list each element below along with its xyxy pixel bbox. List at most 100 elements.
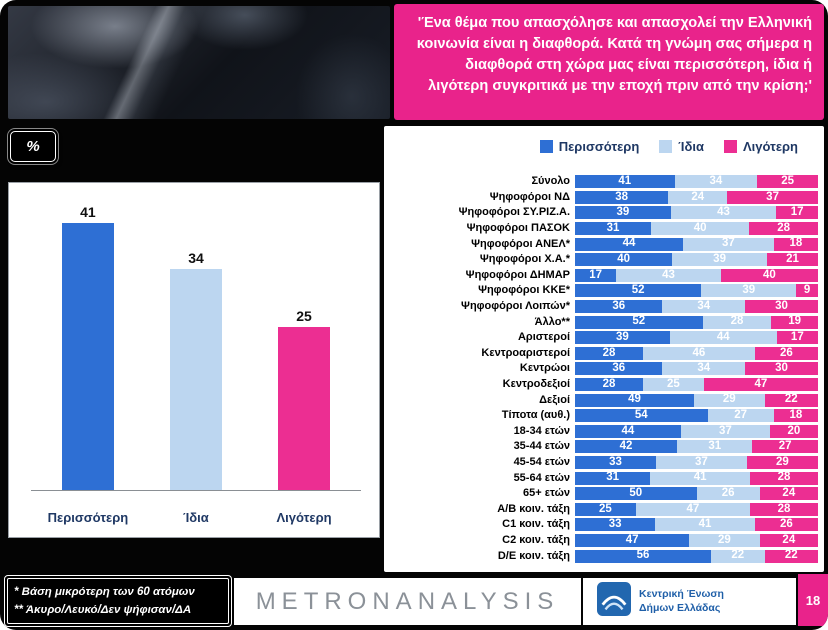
- bar-segment: 22: [711, 549, 765, 563]
- bar-segment: 37: [683, 237, 774, 251]
- stacked-chart-panel: Περισσότερη Ίδια Λιγότερη Σύνολο 41 34 25 Ψηφο…: [384, 126, 824, 572]
- bar-segment: 24: [668, 190, 728, 204]
- stacked-row-label: 55-64 ετών: [513, 471, 570, 484]
- stacked-row-label: Τίποτα (αυθ.): [501, 409, 570, 422]
- bar-segment: 33: [575, 455, 656, 469]
- stacked-row-label: Ψηφοφόροι Χ.Α.*: [479, 253, 570, 266]
- bar-segment: 29: [746, 455, 818, 469]
- stacked-row: Τίποτα (αυθ.) 54 27 18: [390, 408, 818, 424]
- stacked-row-bars: 39 44 17: [575, 330, 818, 346]
- bar-segment: 30: [745, 300, 818, 314]
- column-category-label: Περισσότερη: [47, 510, 129, 525]
- bar-segment: 21: [766, 253, 818, 267]
- stacked-row: 35-44 ετών 42 31 27: [390, 439, 818, 455]
- question-box: 'Ένα θέμα που απασχόλησε και απασχολεί τ…: [394, 4, 824, 120]
- bar-segment: 19: [771, 315, 818, 329]
- bar-segment: 47: [575, 533, 690, 547]
- stacked-row: Ψηφοφόροι ΣΥ.ΡΙΖ.Α. 39 43 17: [390, 205, 818, 221]
- bar-segment: 31: [575, 471, 651, 485]
- stacked-row: 55-64 ετών 31 41 28: [390, 470, 818, 486]
- stacked-row-bars: 41 34 25: [575, 174, 818, 190]
- more-swatch: [539, 140, 553, 153]
- stacked-row-bars: 40 39 21: [575, 252, 818, 268]
- same-swatch: [659, 140, 673, 153]
- column-bar: [169, 268, 222, 490]
- legend-item: Ίδια: [659, 139, 704, 154]
- bar-segment: 33: [575, 518, 656, 532]
- stacked-row-bars: 52 28 19: [575, 314, 818, 330]
- stacked-row-label: 65+ ετών: [523, 487, 570, 500]
- stacked-row-label: Αριστεροί: [517, 331, 570, 344]
- legend-label: Λιγότερη: [742, 139, 798, 154]
- bar-segment: 39: [701, 284, 797, 298]
- stacked-row: Ψηφοφόροι Λοιπών* 36 34 30: [390, 299, 818, 315]
- stacked-row-bars: 50 26 24: [575, 486, 818, 502]
- legend-item: Λιγότερη: [723, 139, 798, 154]
- stacked-row: Ψηφοφόροι Χ.Α.* 40 39 21: [390, 252, 818, 268]
- bar-segment: 40: [720, 268, 818, 282]
- column-value-label: 41: [80, 204, 96, 221]
- bar-segment: 31: [677, 440, 753, 454]
- stacked-row-label: Κεντροαριστεροί: [481, 346, 570, 359]
- bar-segment: 28: [575, 378, 644, 392]
- stacked-row-bars: 31 41 28: [575, 470, 818, 486]
- stacked-row-label: 18-34 ετών: [513, 424, 570, 437]
- stacked-row-bars: 44 37 20: [575, 424, 818, 440]
- stacked-row: 18-34 ετών 44 37 20: [390, 424, 818, 440]
- stacked-row-label: Α/Β κοιν. τάξη: [497, 502, 570, 515]
- stacked-row-bars: 25 47 28: [575, 501, 818, 517]
- column-category-label: Λιγότερη: [276, 510, 332, 525]
- stacked-row-label: Άλλο**: [534, 315, 570, 328]
- stacked-row-bars: 52 39 9: [575, 283, 818, 299]
- metron-analysis-logo-text: METRONANALYSIS: [255, 587, 560, 615]
- bar-segment: 24: [759, 533, 818, 547]
- stacked-row-bars: 49 29 22: [575, 392, 818, 408]
- bar-segment: 46: [643, 346, 755, 360]
- bar-segment: 42: [575, 440, 678, 454]
- stacked-row: Αριστεροί 39 44 17: [390, 330, 818, 346]
- bar-segment: 20: [769, 424, 818, 438]
- stacked-row: Δεξιοί 49 29 22: [390, 392, 818, 408]
- stacked-chart-rows: Σύνολο 41 34 25 Ψηφοφόροι ΝΔ 38 24 37 Ψηφοφόροι …: [390, 174, 818, 564]
- stacked-row-bars: 42 31 27: [575, 439, 818, 455]
- bar-segment: 43: [616, 268, 721, 282]
- bar-segment: 31: [575, 222, 652, 236]
- stacked-row-label: Ψηφοφόροι ΑΝΕΛ*: [471, 237, 570, 250]
- bar-segment: 26: [754, 346, 818, 360]
- column-group: 34: [145, 197, 247, 490]
- stacked-row: D/E κοιν. τάξη 56 22 22: [390, 548, 818, 564]
- bar-segment: 41: [650, 471, 750, 485]
- bar-segment: 54: [575, 409, 708, 423]
- legend: Περισσότερη Ίδια Λιγότερη: [539, 139, 798, 154]
- bar-segment: 28: [749, 222, 818, 236]
- stacked-row: Ψηφοφόροι ΑΝΕΛ* 44 37 18: [390, 236, 818, 252]
- page-number-text: 18: [805, 592, 821, 608]
- column-chart-plot: 41 34 25: [31, 197, 361, 491]
- less-swatch: [723, 140, 737, 153]
- bar-segment: 25: [757, 175, 818, 189]
- question-text: 'Ένα θέμα που απασχόλησε και απασχολεί τ…: [416, 15, 812, 95]
- bar-segment: 47: [703, 378, 818, 392]
- stacked-row: 45-54 ετών 33 37 29: [390, 455, 818, 471]
- bar-segment: 18: [773, 409, 818, 423]
- bar-segment: 40: [575, 253, 673, 267]
- column-bar: [278, 327, 331, 490]
- bar-segment: 47: [635, 502, 750, 516]
- stacked-row-label: D/E κοιν. τάξη: [497, 549, 570, 562]
- stacked-row: Ψηφοφόροι ΔΗΜΑΡ 17 43 40: [390, 268, 818, 284]
- bar-segment: 41: [575, 175, 675, 189]
- bar-segment: 39: [575, 331, 670, 345]
- footnote-1: * Βάση μικρότερη των 60 ατόμων: [14, 585, 195, 598]
- bar-segment: 28: [702, 315, 772, 329]
- header-photo: [8, 6, 390, 119]
- column-value-label: 34: [188, 249, 204, 266]
- bar-segment: 24: [759, 487, 818, 501]
- bar-segment: 28: [749, 502, 818, 516]
- stacked-row-bars: 54 27 18: [575, 408, 818, 424]
- bar-segment: 17: [575, 268, 617, 282]
- bar-segment: 30: [745, 362, 818, 376]
- bar-segment: 38: [575, 190, 669, 204]
- kede-text: Κεντρική Ένωση Δήμων Ελλάδας: [639, 588, 724, 615]
- legend-label: Ίδια: [678, 139, 704, 154]
- column-group: 25: [253, 197, 355, 490]
